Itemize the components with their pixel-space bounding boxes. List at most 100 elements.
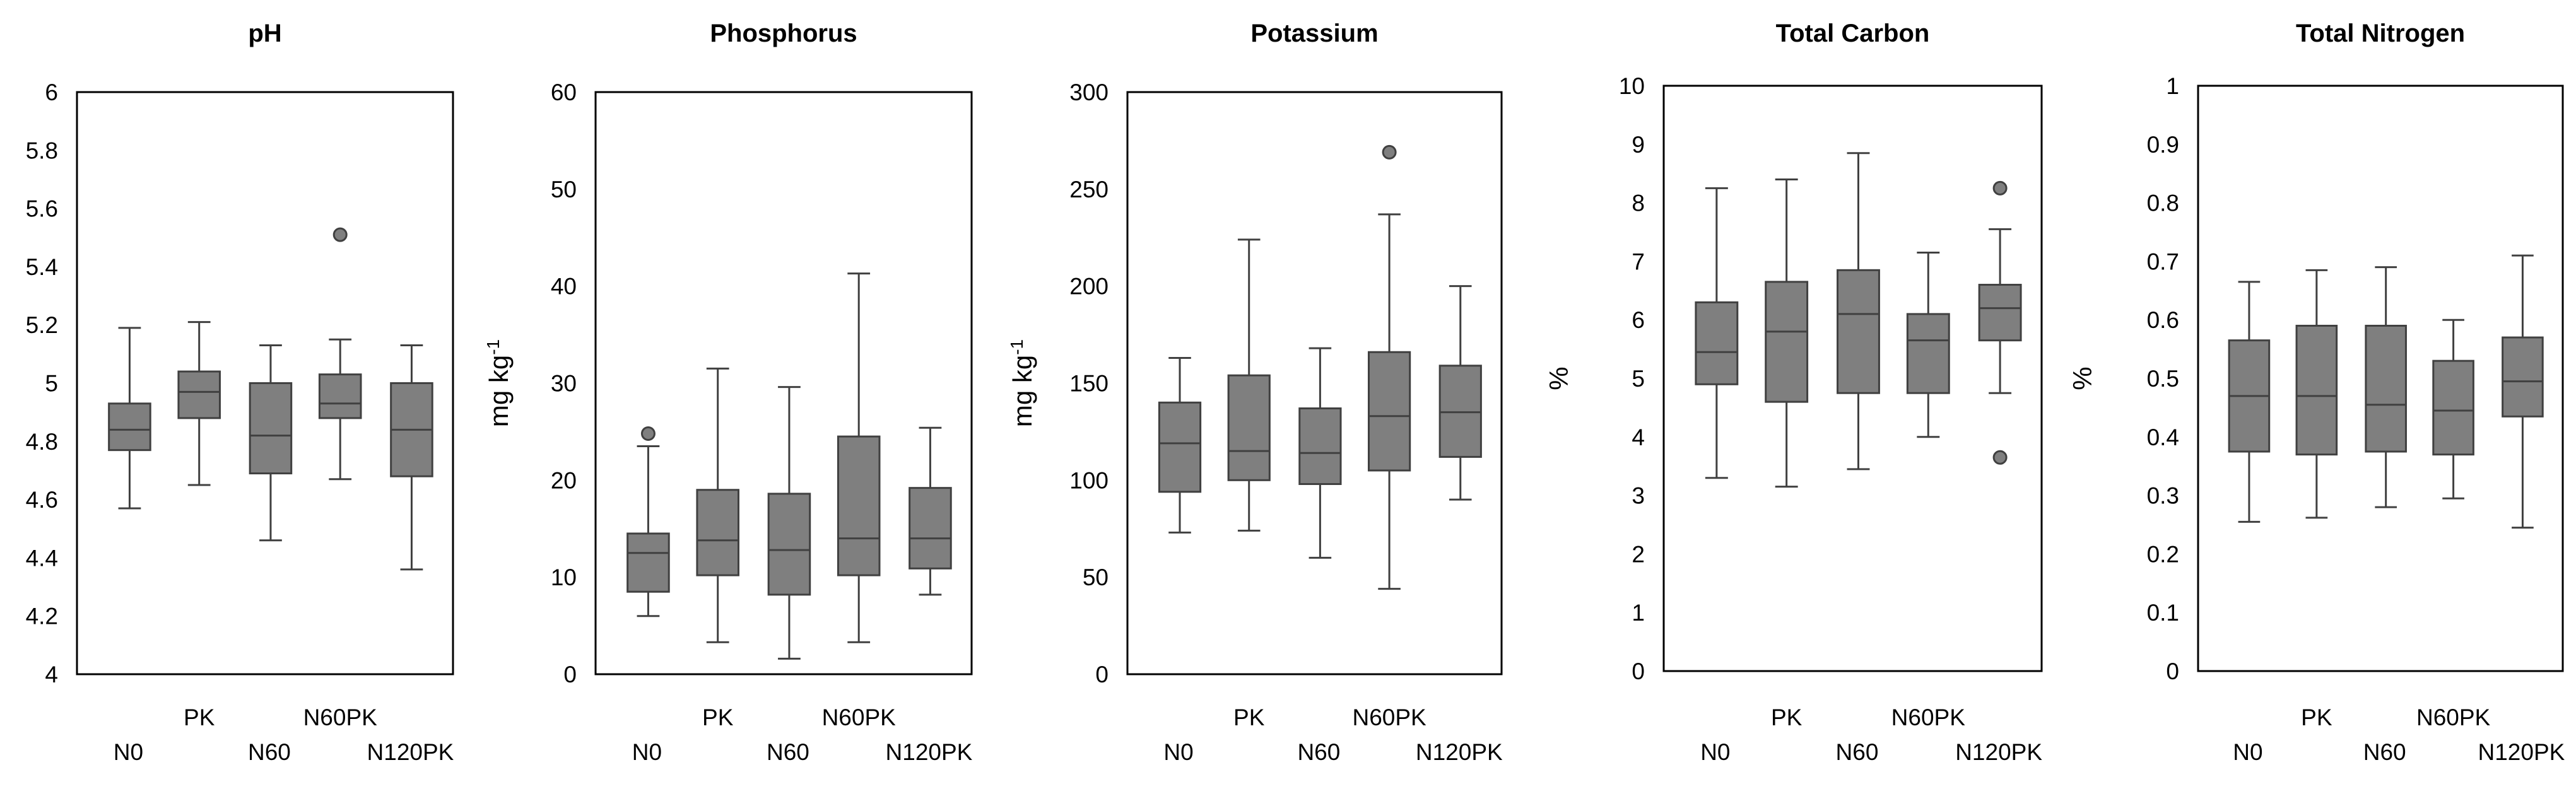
box-n60pk xyxy=(2432,319,2474,500)
category-label: N120PK xyxy=(1955,739,2042,765)
chart-panel-phosphorus: Phosphorus 0 10 20 30 40 50 60 mg kg-1 N0 PK N60 N60… xyxy=(483,20,973,765)
y-tick-label: 10 xyxy=(551,564,577,590)
plot-frame xyxy=(2197,85,2564,672)
y-axis-label-superscript: -1 xyxy=(483,339,503,355)
y-tick-label: 0 xyxy=(2166,658,2179,684)
category-label: N0 xyxy=(632,739,662,765)
iqr-box xyxy=(1906,313,1950,394)
box-pk xyxy=(1765,178,1809,488)
category-label: PK xyxy=(702,704,734,730)
y-tick-label: 30 xyxy=(551,371,577,397)
outlier-point xyxy=(640,426,656,441)
iqr-box xyxy=(177,370,221,419)
category-label: PK xyxy=(1233,704,1265,730)
y-tick-label: 0.5 xyxy=(2147,366,2179,392)
y-tick-label: 60 xyxy=(551,79,577,105)
y-tick-label: 4 xyxy=(45,662,58,687)
iqr-box xyxy=(626,532,670,593)
box-n60pk xyxy=(1367,144,1411,590)
box-n60 xyxy=(2365,266,2407,508)
y-tick-label: 2 xyxy=(1632,541,1645,567)
iqr-box xyxy=(2502,336,2544,418)
category-label: N60 xyxy=(248,739,291,765)
box-n60pk xyxy=(837,272,881,643)
iqr-box xyxy=(1227,374,1271,481)
category-label: PK xyxy=(1771,704,1803,730)
category-label: N60 xyxy=(2363,739,2406,765)
category-label: N60PK xyxy=(1891,704,1966,730)
y-tick-label: 200 xyxy=(1069,274,1109,300)
y-tick-label: 40 xyxy=(551,274,577,300)
iqr-box xyxy=(1158,401,1202,493)
y-tick-label: 5 xyxy=(45,371,58,397)
y-axis-label-superscript: -1 xyxy=(1007,339,1026,355)
y-tick-label: 8 xyxy=(1632,190,1645,216)
category-label: N60PK xyxy=(822,704,897,730)
y-tick-label: 6 xyxy=(1632,307,1645,333)
y-axis-label: % xyxy=(2067,366,2097,390)
y-tick-label: 7 xyxy=(1632,248,1645,274)
box-n60 xyxy=(1837,152,1880,470)
chart-panel-potassium: Potassium 0 50 100 150 200 250 300 mg kg-1 N0 PK N6… xyxy=(1007,20,1503,765)
y-tick-label: 0.4 xyxy=(2147,424,2179,450)
y-tick-label: 50 xyxy=(1083,564,1109,590)
category-label: N0 xyxy=(1163,739,1193,765)
iqr-box xyxy=(1367,351,1411,472)
box-n0 xyxy=(108,327,151,510)
outlier-point xyxy=(1992,450,2008,465)
y-tick-label: 5.6 xyxy=(26,196,58,222)
y-tick-label: 0.7 xyxy=(2147,248,2179,274)
iqr-box xyxy=(2432,359,2474,456)
category-label: N120PK xyxy=(2478,739,2565,765)
y-tick-label: 5 xyxy=(1632,366,1645,392)
y-tick-label: 4.6 xyxy=(26,487,58,513)
category-label: N120PK xyxy=(886,739,973,765)
plot-frame xyxy=(1662,85,2043,672)
y-tick-label: 4.8 xyxy=(26,429,58,455)
y-tick-label: 4 xyxy=(1632,424,1645,450)
y-tick-label: 5.8 xyxy=(26,137,58,163)
y-axis-label: mg kg-1 xyxy=(1007,339,1037,427)
box-n60 xyxy=(767,386,811,660)
y-tick-label: 0.3 xyxy=(2147,483,2179,509)
y-tick-label: 10 xyxy=(1619,73,1645,99)
outlier-point xyxy=(332,227,348,242)
category-label: N0 xyxy=(114,739,143,765)
iqr-box xyxy=(1695,301,1739,385)
box-n60 xyxy=(1298,347,1342,559)
y-axis-label: % xyxy=(1544,366,1573,390)
category-label: N60PK xyxy=(303,704,378,730)
box-pk xyxy=(177,321,221,486)
iqr-box xyxy=(909,487,952,570)
box-n0 xyxy=(1695,187,1739,479)
box-n120pk xyxy=(1438,285,1482,501)
iqr-box xyxy=(1765,281,1809,403)
y-tick-label: 0.2 xyxy=(2147,541,2179,567)
box-n0 xyxy=(1158,357,1202,534)
iqr-box xyxy=(1298,407,1342,485)
plot-frame xyxy=(76,91,454,675)
iqr-box xyxy=(249,382,293,475)
box-n120pk xyxy=(390,344,433,571)
category-label: N0 xyxy=(2233,739,2262,765)
chart-panel-ph: pH 4 4.2 4.4 4.6 4.8 5 5.2 5.4 5.6 5.8 6 N0 PK N60 N60P… xyxy=(26,20,454,765)
iqr-box xyxy=(2365,324,2407,453)
chart-title: Potassium xyxy=(1250,20,1378,47)
y-tick-label: 1 xyxy=(1632,600,1645,626)
category-label: N60PK xyxy=(1352,704,1426,730)
box-n120pk xyxy=(909,426,952,596)
y-tick-label: 4.2 xyxy=(26,604,58,629)
box-n60pk xyxy=(318,227,362,481)
chart-title: Total Carbon xyxy=(1776,20,1930,47)
y-tick-label: 6 xyxy=(45,79,58,105)
plot-frame xyxy=(594,91,973,675)
chart-title: pH xyxy=(248,20,281,47)
y-tick-label: 150 xyxy=(1069,371,1109,397)
y-tick-label: 0.9 xyxy=(2147,132,2179,158)
y-tick-label: 1 xyxy=(2166,73,2179,99)
outlier-point xyxy=(1992,180,2008,196)
category-label: PK xyxy=(184,704,215,730)
box-pk xyxy=(696,367,739,643)
y-tick-label: 20 xyxy=(551,467,577,493)
